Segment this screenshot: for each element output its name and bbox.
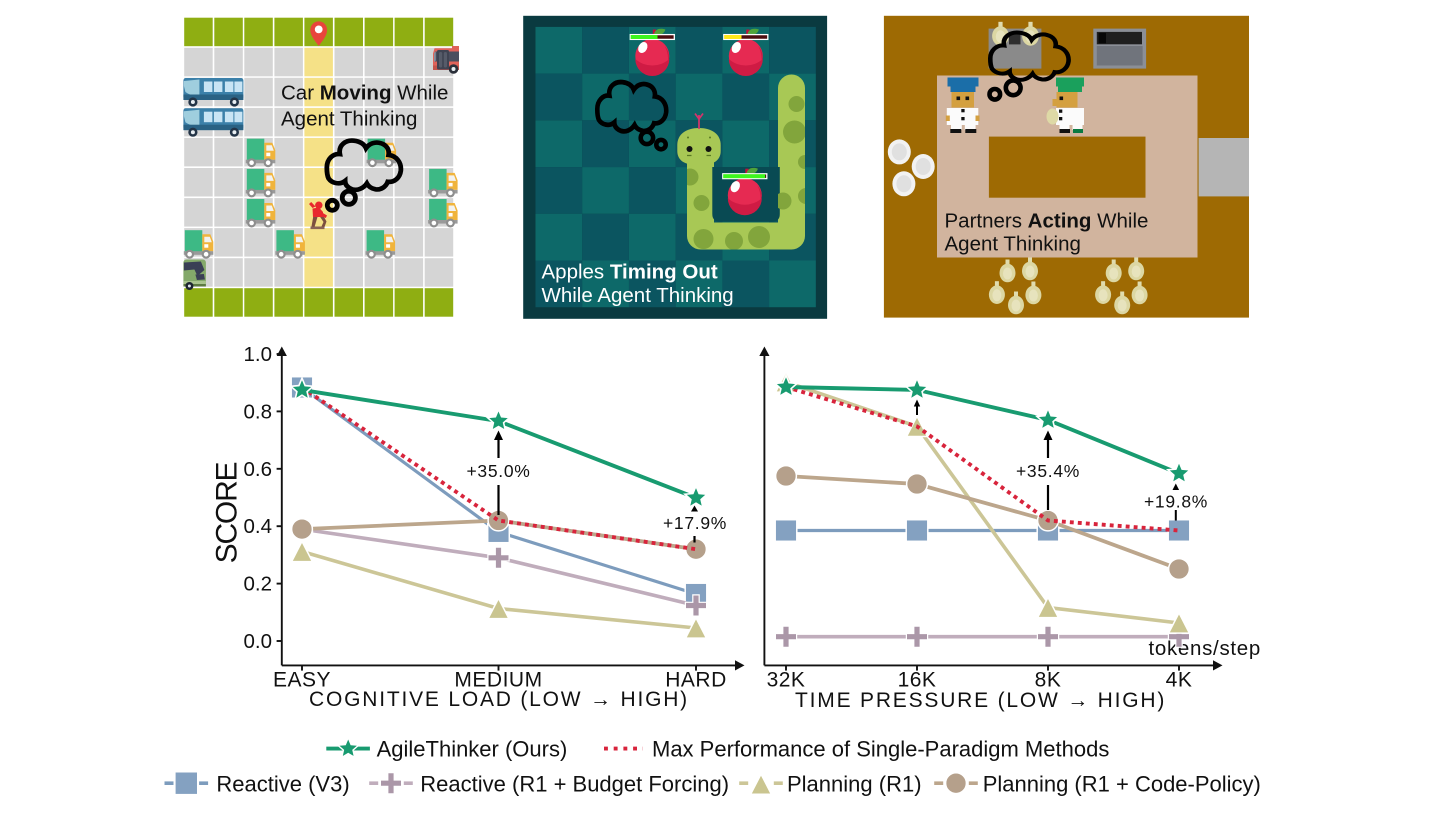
- svg-text:COGNITIVE LOAD (LOW → HIGH): COGNITIVE LOAD (LOW → HIGH): [309, 688, 689, 711]
- svg-text:32K: 32K: [767, 668, 806, 691]
- svg-text:HARD: HARD: [665, 668, 727, 691]
- svg-text:8K: 8K: [1035, 668, 1062, 691]
- svg-text:0.4: 0.4: [244, 515, 273, 538]
- svg-text:EASY: EASY: [273, 668, 331, 691]
- svg-text:4K: 4K: [1166, 668, 1193, 691]
- svg-text:+19.8%: +19.8%: [1144, 492, 1208, 512]
- svg-text:AgileThinker (Ours): AgileThinker (Ours): [377, 737, 568, 762]
- svg-text:MEDIUM: MEDIUM: [454, 668, 542, 691]
- svg-text:SCORE: SCORE: [211, 462, 244, 563]
- svg-text:Agent Thinking: Agent Thinking: [281, 108, 417, 131]
- svg-text:Reactive (R1 + Budget Forcing): Reactive (R1 + Budget Forcing): [420, 771, 729, 796]
- svg-text:Planning (R1): Planning (R1): [787, 771, 922, 796]
- svg-text:16K: 16K: [898, 668, 937, 691]
- svg-text:1.0: 1.0: [244, 343, 273, 366]
- svg-text:0.0: 0.0: [244, 630, 273, 653]
- svg-text:Reactive (V3): Reactive (V3): [216, 771, 349, 796]
- svg-text:Partners Acting While: Partners Acting While: [945, 210, 1149, 233]
- svg-text:+35.4%: +35.4%: [1016, 461, 1080, 481]
- svg-text:TIME PRESSURE (LOW → HIGH): TIME PRESSURE (LOW → HIGH): [795, 689, 1166, 712]
- svg-text:Agent Thinking: Agent Thinking: [945, 233, 1081, 256]
- svg-text:While Agent Thinking: While Agent Thinking: [542, 284, 734, 307]
- svg-text:Apples Timing Out: Apples Timing Out: [542, 261, 718, 284]
- svg-text:+35.0%: +35.0%: [466, 461, 530, 481]
- svg-text:0.2: 0.2: [244, 573, 273, 596]
- svg-text:Planning (R1 + Code-Policy): Planning (R1 + Code-Policy): [983, 771, 1261, 796]
- svg-text:Max Performance of Single-Para: Max Performance of Single-Paradigm Metho…: [652, 737, 1109, 762]
- svg-text:tokens/step: tokens/step: [1148, 637, 1261, 660]
- svg-text:0.6: 0.6: [244, 458, 273, 481]
- svg-text:Car Moving While: Car Moving While: [281, 82, 448, 105]
- svg-text:+17.9%: +17.9%: [663, 513, 727, 533]
- svg-text:0.8: 0.8: [244, 400, 273, 423]
